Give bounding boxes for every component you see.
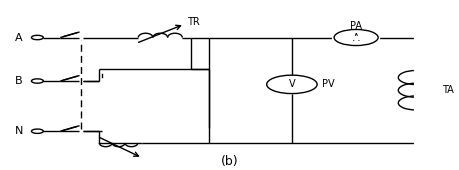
Text: (b): (b) (221, 155, 238, 168)
Text: TR: TR (186, 18, 199, 27)
Text: TA: TA (441, 85, 453, 95)
Text: N: N (15, 126, 23, 136)
Text: B: B (15, 76, 23, 86)
Text: PA: PA (349, 21, 361, 31)
Text: A: A (15, 32, 23, 42)
Text: V: V (288, 79, 295, 89)
Text: PV: PV (321, 79, 334, 89)
Text: A: A (352, 32, 358, 42)
